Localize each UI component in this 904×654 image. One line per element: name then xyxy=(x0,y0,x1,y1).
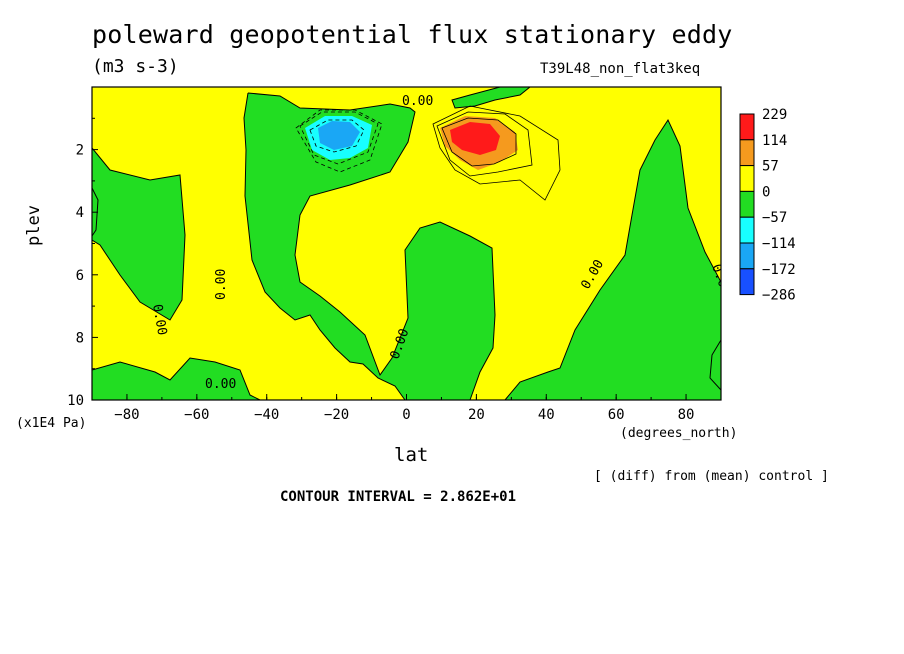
zero-contour-subtropics-west xyxy=(243,92,406,400)
x-axis-units: (degrees_north) xyxy=(620,426,738,441)
chart-units: (m3 s-3) xyxy=(92,56,179,77)
y-tick-label: 8 xyxy=(76,330,84,346)
chart-title: poleward geopotential flux stationary ed… xyxy=(92,20,733,49)
zero-contour-top xyxy=(451,87,531,109)
contour-label: 0.00 xyxy=(149,303,169,336)
negative-contour-3 xyxy=(309,119,365,153)
colorbar-label: 229 xyxy=(762,107,787,123)
colorbar-swatch xyxy=(739,165,755,192)
y-tick-label: 6 xyxy=(76,268,84,284)
negative-region-southern-midlat xyxy=(92,358,260,400)
negative-contour-2 xyxy=(299,111,379,165)
difference-note: [ (diff) from (mean) control ] xyxy=(594,469,829,484)
zero-contour-northern xyxy=(504,118,721,400)
negative-contour-1 xyxy=(295,109,383,173)
colorbar-label: −286 xyxy=(762,288,796,304)
colorbar: 229 114 57 0 −57 −114 −172 −286 xyxy=(739,107,796,304)
x-axis: −80 −60 −40 −20 0 20 40 60 80 xyxy=(91,394,722,423)
positive-contour-1 xyxy=(432,105,561,201)
y-axis-units: (x1E4 Pa) xyxy=(16,416,87,431)
run-label: T39L48_non_flat3keq xyxy=(540,61,701,77)
x-tick-label: 80 xyxy=(678,407,695,423)
x-tick-label: −80 xyxy=(114,407,139,423)
colorbar-swatch xyxy=(739,268,755,296)
colorbar-label: −114 xyxy=(762,236,796,252)
colorbar-swatch xyxy=(739,216,755,244)
colorbar-label: 0 xyxy=(762,184,770,200)
x-tick-label: 0 xyxy=(402,407,410,423)
zero-contour-small xyxy=(92,187,99,237)
zero-contour-west xyxy=(92,147,186,321)
contour-label: 0.00 xyxy=(402,94,433,109)
x-tick-label: 20 xyxy=(468,407,485,423)
contour-label: 0.00 xyxy=(205,377,236,392)
zero-contour-subtropics xyxy=(247,92,496,400)
y-tick-label: 10 xyxy=(67,393,84,409)
x-tick-label: −20 xyxy=(324,407,349,423)
negative-region-west-edge xyxy=(92,148,185,320)
colorbar-label: 57 xyxy=(762,159,779,175)
plot-area: 0.000.000.000.000.000.00 0.00 xyxy=(92,87,721,400)
colorbar-label: −172 xyxy=(762,262,796,278)
minimum-core xyxy=(318,121,360,150)
y-axis: 2 4 6 8 10 xyxy=(67,117,98,409)
negative-region-northern xyxy=(505,120,721,400)
colorbar-swatch xyxy=(739,242,755,270)
x-tick-label: −40 xyxy=(254,407,279,423)
y-tick-label: 4 xyxy=(76,205,84,221)
zero-contour-east-edge xyxy=(709,339,721,391)
contour-label: 0.00 xyxy=(214,269,229,300)
x-axis-label: lat xyxy=(394,444,429,466)
colorbar-swatch xyxy=(739,190,755,218)
y-axis-label: plev xyxy=(24,205,44,246)
positive-contour-3 xyxy=(441,117,517,167)
colorbar-swatch xyxy=(739,113,755,141)
zero-contours xyxy=(92,87,721,400)
contour-interval: CONTOUR INTERVAL = 2.862E+01 xyxy=(280,489,517,505)
zero-contour-southern-midlat xyxy=(92,357,261,400)
negative-region-southern-subtropics xyxy=(244,93,495,400)
colorbar-label: 114 xyxy=(762,133,787,149)
maximum-core xyxy=(450,122,500,155)
x-tick-label: −60 xyxy=(184,407,209,423)
positive-contour-2 xyxy=(436,111,533,177)
y-tick-label: 2 xyxy=(76,143,84,159)
x-tick-label: 40 xyxy=(538,407,555,423)
colorbar-swatch xyxy=(739,139,755,167)
negative-region-top xyxy=(452,87,530,108)
x-tick-label: 60 xyxy=(608,407,625,423)
colorbar-label: −57 xyxy=(762,210,787,226)
